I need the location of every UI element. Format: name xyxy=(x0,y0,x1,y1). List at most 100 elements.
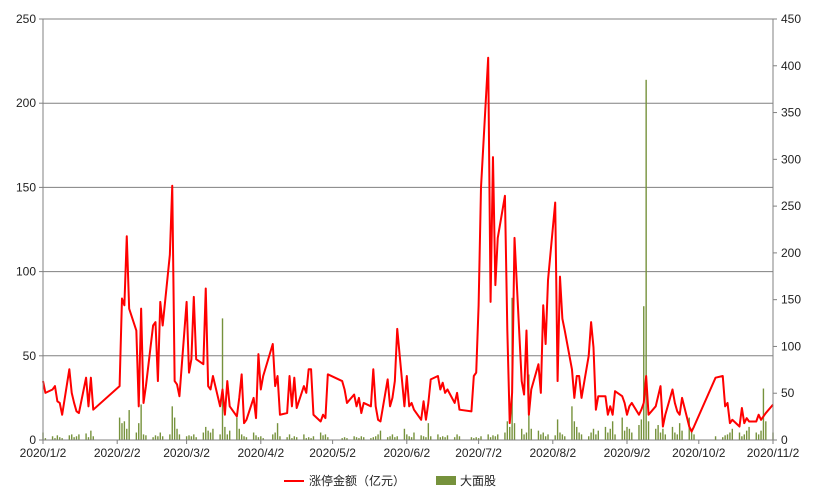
bar xyxy=(195,437,197,440)
bar xyxy=(377,434,379,440)
bar xyxy=(446,435,449,440)
bar xyxy=(291,438,293,440)
bar xyxy=(85,433,87,440)
bar xyxy=(647,421,650,440)
x-axis-ticks: 2020/1/2 2020/2/2 2020/3/2 2020/4/2 2020/5/2… xyxy=(20,440,800,460)
bar xyxy=(473,438,475,440)
bar xyxy=(327,437,329,440)
bar xyxy=(44,438,47,440)
legend-label-line: 涨停金额（亿元） xyxy=(309,473,405,488)
bar xyxy=(559,432,561,440)
line-series xyxy=(42,56,774,433)
bar xyxy=(760,430,762,440)
bar xyxy=(403,428,406,440)
bar xyxy=(386,437,389,440)
bar xyxy=(453,437,456,440)
bar xyxy=(588,436,590,440)
bar xyxy=(611,421,614,440)
bar xyxy=(439,437,442,440)
bar xyxy=(219,434,221,440)
bar xyxy=(662,428,664,440)
axes xyxy=(42,19,774,441)
bar xyxy=(207,430,209,440)
left-tick-label: 200 xyxy=(16,96,36,110)
bar xyxy=(487,434,489,440)
bar xyxy=(573,421,576,440)
bar xyxy=(410,437,413,440)
bar xyxy=(626,426,628,440)
bar xyxy=(406,434,408,440)
bar xyxy=(590,432,592,440)
bar xyxy=(205,426,207,440)
right-tick-label: 400 xyxy=(781,59,801,73)
bar xyxy=(420,435,422,440)
bar xyxy=(442,436,444,440)
bar xyxy=(659,432,662,440)
bar xyxy=(296,437,298,440)
bar xyxy=(279,436,281,440)
bar xyxy=(176,428,178,440)
right-tick-label: 300 xyxy=(781,152,801,166)
bar xyxy=(561,434,564,440)
bar xyxy=(537,430,540,440)
bar xyxy=(303,434,305,440)
bar xyxy=(209,432,212,440)
right-tick-label: 50 xyxy=(781,386,795,400)
bar xyxy=(272,434,274,440)
bar xyxy=(142,434,145,440)
bar xyxy=(494,436,497,440)
x-tick-label: 2020/4/2 xyxy=(237,446,284,460)
bar xyxy=(221,318,224,440)
bar xyxy=(228,430,231,440)
bar xyxy=(580,434,583,440)
bar xyxy=(161,436,164,440)
bar xyxy=(260,436,262,440)
bar xyxy=(324,434,327,440)
bar xyxy=(523,434,525,440)
bar xyxy=(389,436,391,440)
bar xyxy=(312,436,315,440)
bar xyxy=(262,438,264,440)
bar xyxy=(427,423,430,440)
bar xyxy=(154,435,157,440)
bar xyxy=(372,437,374,440)
bar xyxy=(193,434,195,440)
bar xyxy=(240,434,243,440)
bar xyxy=(238,428,240,440)
bar xyxy=(71,434,73,440)
bar xyxy=(212,428,214,440)
bar xyxy=(437,434,439,440)
bar xyxy=(475,437,477,440)
bar xyxy=(252,432,255,440)
left-tick-label: 150 xyxy=(16,180,36,194)
x-tick-label: 2020/11/2 xyxy=(747,446,800,460)
bar xyxy=(640,419,643,440)
bar xyxy=(224,426,226,440)
bar xyxy=(178,434,181,440)
right-tick-label: 350 xyxy=(781,106,801,120)
bar xyxy=(152,437,154,440)
bar xyxy=(607,432,609,440)
bar xyxy=(145,435,147,440)
bar xyxy=(578,432,580,440)
bar xyxy=(540,434,542,440)
x-tick-label: 2020/6/2 xyxy=(383,446,430,460)
bar xyxy=(757,434,760,440)
x-tick-label: 2020/8/2 xyxy=(529,446,576,460)
bar xyxy=(556,419,559,440)
bar xyxy=(690,428,693,440)
bar xyxy=(592,428,595,440)
bar xyxy=(140,404,142,440)
bar xyxy=(379,430,382,440)
bar xyxy=(621,417,623,440)
bar xyxy=(623,430,626,440)
bar xyxy=(645,79,647,440)
left-tick-label: 100 xyxy=(16,265,36,279)
bar xyxy=(748,426,750,440)
bar xyxy=(513,423,516,440)
bar xyxy=(355,437,358,440)
bar xyxy=(604,426,607,440)
bar xyxy=(655,428,657,440)
bar xyxy=(310,438,312,440)
